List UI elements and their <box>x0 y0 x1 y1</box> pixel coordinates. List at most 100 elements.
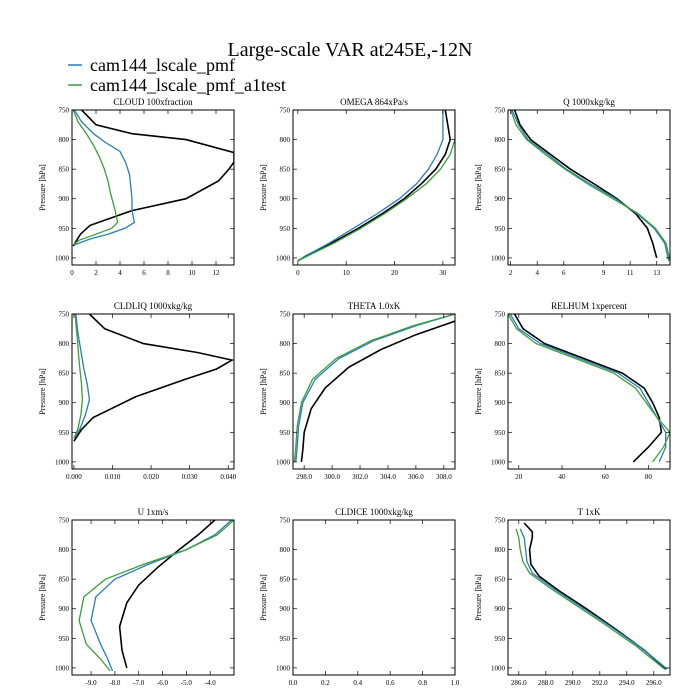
y-axis-label: Pressure [hPa] <box>38 368 47 415</box>
x-tick-label: 30 <box>439 269 447 277</box>
y-tick-label: 800 <box>59 136 70 144</box>
y-tick-label: 1000 <box>491 458 506 466</box>
panel-5: RELHUM 1xpercent Pressure [hPa] 750 800 850 9… <box>474 301 671 481</box>
x-tick-label: 0.020 <box>143 473 159 481</box>
y-tick-label: 900 <box>280 195 291 203</box>
x-tick-label: 302.0 <box>352 473 368 481</box>
y-axis-label: Pressure [hPa] <box>38 574 47 621</box>
x-tick-label: 0 <box>70 269 74 277</box>
x-tick-label: 8 <box>166 269 170 277</box>
y-axis-label: Pressure [hPa] <box>259 574 268 621</box>
y-tick-label: 950 <box>280 429 291 437</box>
series-group <box>297 110 455 262</box>
x-tick-label: 0.040 <box>220 473 236 481</box>
y-axis-label: Pressure [hPa] <box>474 368 483 415</box>
series-line-a1test <box>72 110 119 246</box>
y-tick-label: 750 <box>495 517 506 525</box>
x-tick-label: -5.0 <box>181 679 193 687</box>
x-tick-label: 13 <box>653 269 661 277</box>
y-tick-label: 750 <box>495 107 506 115</box>
panel-6: U 1xm/s Pressure [hPa] 750 800 850 900 950 1000… <box>38 507 235 687</box>
y-tick-label: 900 <box>59 195 70 203</box>
x-tick-label: 306.0 <box>408 473 424 481</box>
panel-3: CLDLIQ 1000xkg/kg Pressure [hPa] 750 800 850… <box>38 301 237 481</box>
x-tick-label: 6 <box>142 269 146 277</box>
y-tick-label: 750 <box>280 517 291 525</box>
series-group <box>72 110 234 247</box>
x-tick-label: 304.0 <box>380 473 396 481</box>
y-tick-label: 850 <box>280 576 291 584</box>
series-line-a1test <box>73 314 84 439</box>
x-tick-label: -7.0 <box>133 679 145 687</box>
x-tick-label: 2 <box>94 269 98 277</box>
x-tick-label: 2 <box>509 269 513 277</box>
reference-line <box>300 320 455 462</box>
x-tick-label: 298.0 <box>296 473 312 481</box>
plot-frame <box>292 313 456 470</box>
y-tick-label: 900 <box>495 399 506 407</box>
y-tick-label: 850 <box>280 166 291 174</box>
x-tick-label: -6.0 <box>157 679 169 687</box>
y-tick-label: 1000 <box>491 664 506 672</box>
x-tick-label: 9 <box>602 269 606 277</box>
series-line-a1test <box>508 314 670 463</box>
series-line-a1test <box>510 110 670 262</box>
y-tick-label: 1000 <box>276 254 291 262</box>
y-tick-label: 850 <box>280 370 291 378</box>
x-tick-label: 4 <box>118 269 122 277</box>
x-tick-label: 0.030 <box>182 473 198 481</box>
panel-8: T 1xK Pressure [hPa] 750 800 850 900 950 1000 28… <box>474 507 671 687</box>
y-tick-label: 850 <box>495 576 506 584</box>
legend-label-1: cam144_lscale_pmf_a1test <box>90 75 286 95</box>
panel-title: OMEGA 864xPa/s <box>340 97 408 107</box>
plot-frame <box>507 519 671 676</box>
y-tick-label: 950 <box>495 225 506 233</box>
x-tick-label: 4 <box>535 269 539 277</box>
panel-title: T 1xK <box>577 507 601 517</box>
y-tick-label: 750 <box>495 311 506 319</box>
panel-4: THETA 1.0xK Pressure [hPa] 750 800 850 900 950… <box>259 301 456 481</box>
panel-7: CLDICE 1000xkg/kg Pressure [hPa] 750 800 850… <box>259 507 460 687</box>
series-line-pmf <box>90 520 233 672</box>
plot-frame <box>71 519 235 676</box>
y-tick-label: 950 <box>59 635 70 643</box>
x-tick-label: 0.2 <box>321 679 330 687</box>
reference-line <box>523 522 667 670</box>
y-tick-label: 750 <box>280 311 291 319</box>
x-tick-label: 286.0 <box>511 679 527 687</box>
x-tick-label: 0 <box>296 269 300 277</box>
plot-frame <box>71 313 235 470</box>
x-tick-label: 10 <box>189 269 197 277</box>
plot-frame <box>507 313 671 470</box>
series-line-a1test <box>297 110 455 262</box>
x-tick-label: -9.0 <box>86 679 98 687</box>
y-tick-label: 800 <box>59 546 70 554</box>
x-tick-label: -8.0 <box>109 679 121 687</box>
y-tick-label: 900 <box>59 399 70 407</box>
y-tick-label: 950 <box>59 225 70 233</box>
x-tick-label: 294.0 <box>619 679 635 687</box>
x-tick-label: 300.0 <box>324 473 340 481</box>
plot-frame <box>507 109 671 266</box>
y-axis-label: Pressure [hPa] <box>474 574 483 621</box>
x-tick-label: 80 <box>645 473 653 481</box>
plot-frame <box>292 519 456 676</box>
panel-title: THETA 1.0xK <box>348 301 401 311</box>
panel-1: OMEGA 864xPa/s Pressure [hPa] 750 800 850 900… <box>259 97 456 277</box>
reference-line <box>513 314 663 463</box>
series-group <box>515 522 668 670</box>
y-tick-label: 1000 <box>491 254 506 262</box>
panel-title: U 1xm/s <box>138 507 169 517</box>
reference-line <box>73 314 234 442</box>
y-tick-label: 800 <box>495 340 506 348</box>
y-tick-label: 850 <box>59 166 70 174</box>
y-tick-label: 900 <box>495 195 506 203</box>
x-tick-label: 288.0 <box>538 679 554 687</box>
y-tick-label: 800 <box>280 340 291 348</box>
series-line-a1test <box>78 520 234 672</box>
series-group <box>78 520 234 672</box>
y-tick-label: 900 <box>59 605 70 613</box>
y-tick-label: 950 <box>280 225 291 233</box>
y-tick-label: 1000 <box>55 254 70 262</box>
